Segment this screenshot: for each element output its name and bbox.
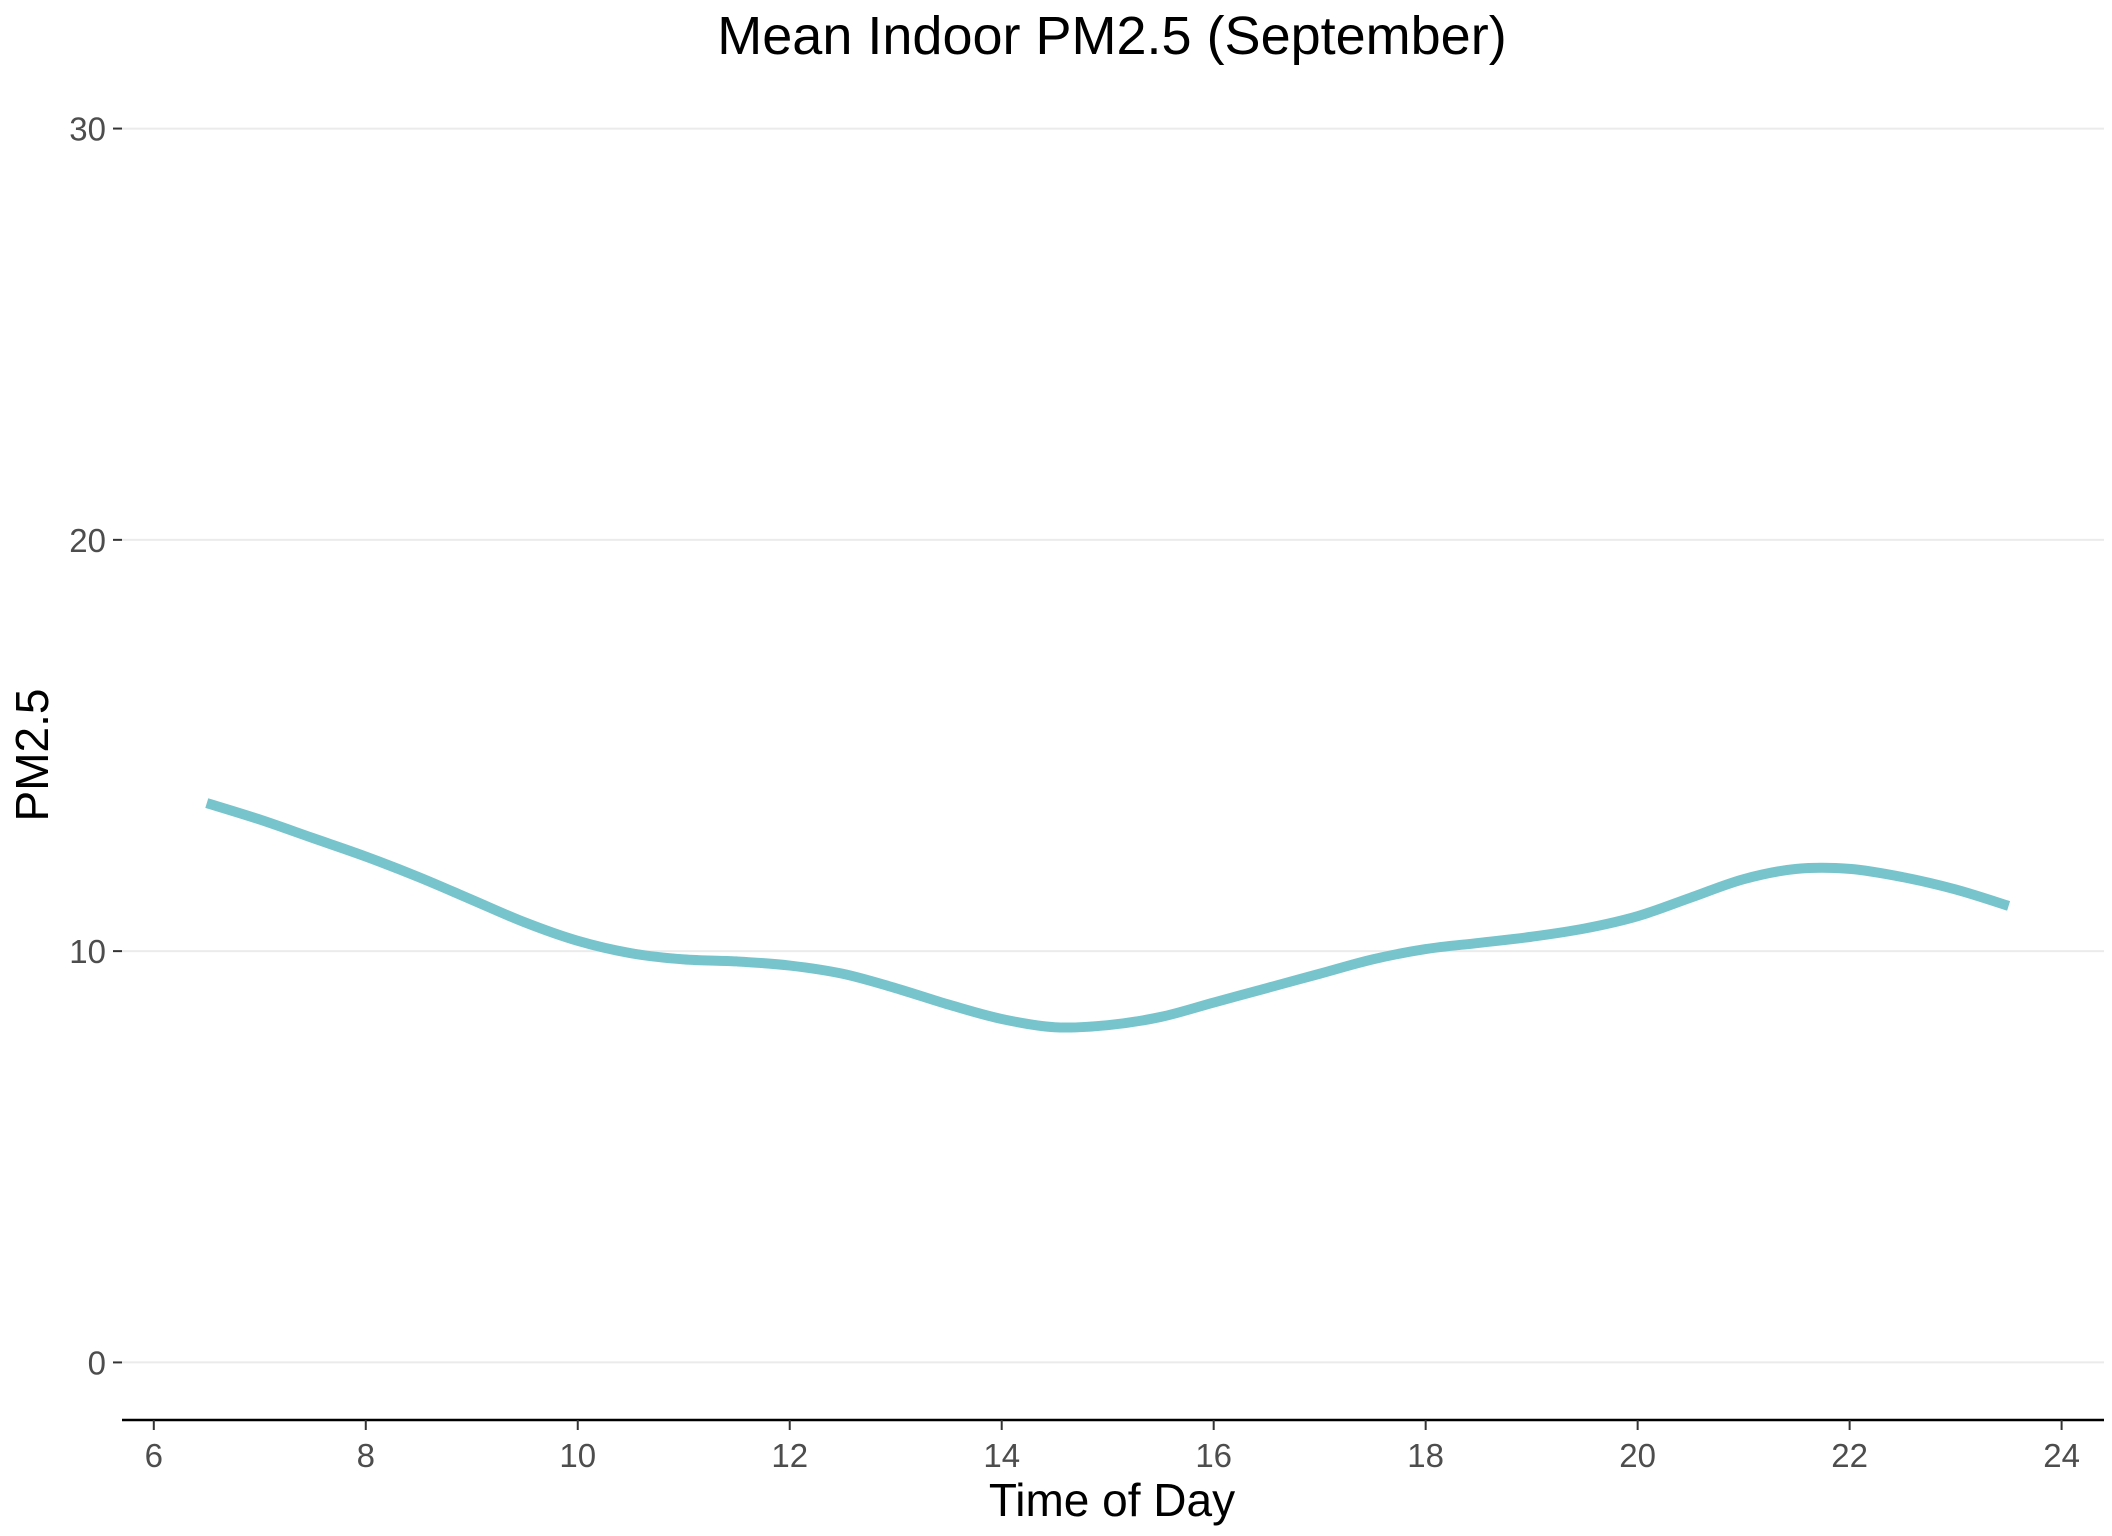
y-tick-label: 0: [88, 1344, 106, 1381]
x-tick-label: 14: [983, 1437, 1020, 1474]
x-tick-label: 8: [357, 1437, 375, 1474]
grid-lines: [122, 127, 2104, 1364]
series-layer: [205, 798, 2011, 1033]
x-tick-label: 12: [771, 1437, 808, 1474]
x-tick-label: 10: [559, 1437, 596, 1474]
y-axis-title: PM2.5: [6, 689, 58, 822]
x-axis-title: Time of Day: [989, 1474, 1235, 1526]
x-tick-label: 6: [145, 1437, 163, 1474]
x-tick-label: 16: [1195, 1437, 1232, 1474]
x-tick-label: 18: [1407, 1437, 1444, 1474]
series-line: [205, 798, 2011, 1033]
x-tick-label: 24: [2043, 1437, 2080, 1474]
x-tick-label: 20: [1619, 1437, 1656, 1474]
y-tick-label: 20: [69, 522, 106, 559]
y-tick-label: 10: [69, 933, 106, 970]
x-tick-label: 22: [1831, 1437, 1868, 1474]
x-axis: 6 8 10 12 14 16 18 20 22 24: [122, 1418, 2104, 1474]
y-tick-label: 30: [69, 111, 106, 148]
y-axis: 0 10 20 30: [69, 111, 122, 1381]
chart-title: Mean Indoor PM2.5 (September): [717, 6, 1506, 66]
